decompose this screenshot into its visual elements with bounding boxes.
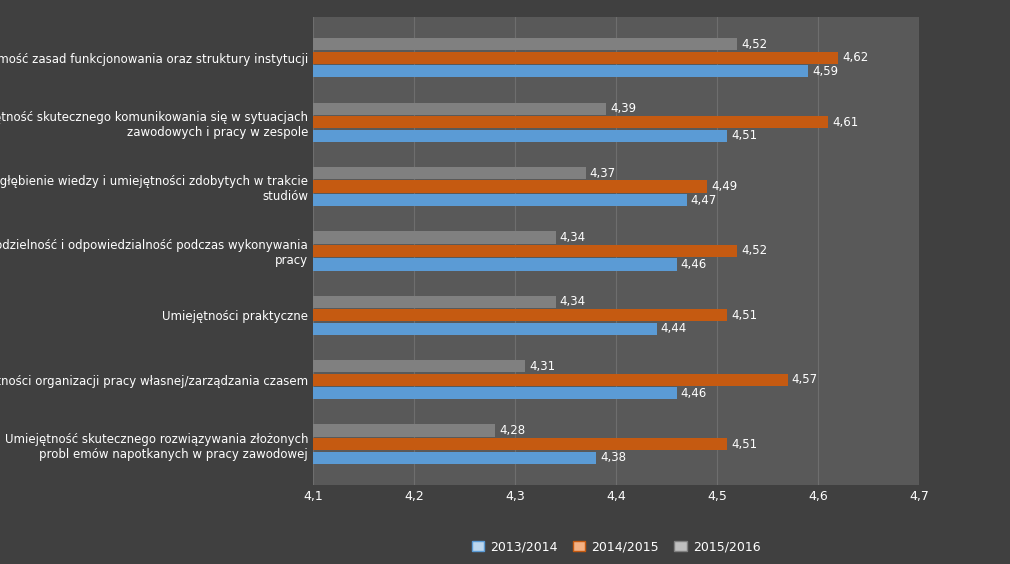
- Text: 4,46: 4,46: [681, 387, 707, 400]
- Text: 4,61: 4,61: [832, 116, 858, 129]
- Bar: [313, 231, 556, 244]
- Text: 4,44: 4,44: [661, 323, 687, 336]
- Text: 4,62: 4,62: [842, 51, 869, 64]
- Bar: [313, 452, 596, 464]
- Bar: [313, 103, 606, 115]
- Legend: 2013/2014, 2014/2015, 2015/2016: 2013/2014, 2014/2015, 2015/2016: [467, 535, 766, 558]
- Text: 4,28: 4,28: [499, 424, 525, 437]
- Bar: [313, 245, 737, 257]
- Bar: [313, 373, 788, 386]
- Bar: [313, 194, 687, 206]
- Bar: [313, 65, 808, 77]
- Bar: [313, 323, 656, 335]
- Bar: [313, 425, 495, 437]
- Text: 4,39: 4,39: [610, 102, 636, 115]
- Text: 4,31: 4,31: [529, 360, 556, 373]
- Text: 4,51: 4,51: [731, 438, 758, 451]
- Text: 4,51: 4,51: [731, 129, 758, 142]
- Text: 4,34: 4,34: [560, 231, 586, 244]
- Bar: [313, 116, 828, 129]
- Text: 4,51: 4,51: [731, 309, 758, 322]
- Text: 4,47: 4,47: [691, 193, 717, 206]
- Bar: [313, 167, 586, 179]
- Bar: [313, 360, 525, 372]
- Bar: [313, 52, 838, 64]
- Bar: [313, 296, 556, 308]
- Text: 4,59: 4,59: [812, 65, 838, 78]
- Text: 4,38: 4,38: [600, 451, 626, 464]
- Text: 4,49: 4,49: [711, 180, 737, 193]
- Bar: [313, 130, 727, 142]
- Bar: [313, 309, 727, 321]
- Text: 4,34: 4,34: [560, 296, 586, 309]
- Bar: [313, 180, 707, 193]
- Bar: [313, 38, 737, 50]
- Bar: [313, 387, 677, 399]
- Bar: [313, 438, 727, 450]
- Text: 4,52: 4,52: [741, 244, 768, 258]
- Text: 4,46: 4,46: [681, 258, 707, 271]
- Text: 4,52: 4,52: [741, 38, 768, 51]
- Text: 4,57: 4,57: [792, 373, 818, 386]
- Bar: [313, 258, 677, 271]
- Text: 4,37: 4,37: [590, 166, 616, 179]
